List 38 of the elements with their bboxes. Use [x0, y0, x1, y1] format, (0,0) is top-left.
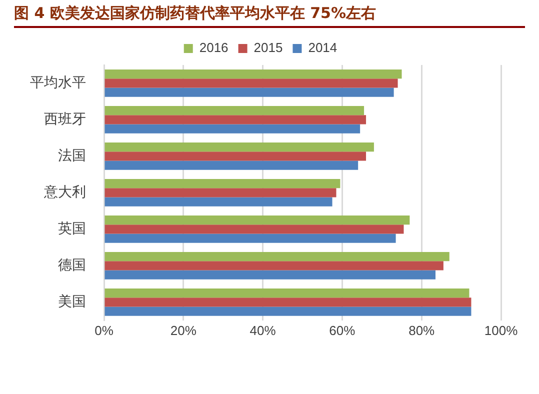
bar — [104, 197, 332, 206]
bar — [104, 78, 398, 88]
y-tick-label: 意大利 — [43, 184, 86, 200]
y-tick-label: 西班牙 — [44, 111, 86, 128]
bar — [104, 160, 358, 170]
bar — [104, 270, 436, 280]
x-tick-label: 100% — [484, 322, 518, 338]
legend-label: 2016 — [199, 40, 228, 56]
x-tick-label: 0% — [94, 322, 114, 338]
bar — [104, 115, 366, 124]
bar — [104, 224, 404, 234]
x-tick-label: 60% — [329, 322, 356, 338]
legend-label: 2015 — [254, 40, 283, 56]
bar — [104, 124, 360, 134]
bar — [104, 216, 410, 225]
bar — [104, 188, 336, 198]
bar — [104, 288, 470, 298]
bar — [104, 252, 450, 262]
y-tick-label: 美国 — [58, 294, 86, 310]
y-tick-label: 法国 — [58, 148, 86, 164]
chart-title: 图 4 欧美发达国家仿制药替代率平均水平在 75%左右 — [14, 4, 525, 28]
bar — [104, 88, 394, 97]
bar — [104, 234, 396, 243]
legend-label: 2014 — [308, 40, 338, 56]
y-tick-label: 德国 — [58, 257, 86, 274]
x-tick-label: 40% — [250, 322, 276, 338]
bar — [104, 70, 402, 79]
bar — [104, 298, 472, 307]
bar — [104, 306, 472, 316]
bar — [104, 261, 444, 270]
y-tick-label: 平均水平 — [30, 74, 86, 91]
x-tick-label: 80% — [408, 322, 436, 338]
bar — [104, 142, 374, 152]
y-tick-label: 英国 — [58, 220, 86, 237]
bar — [104, 152, 366, 161]
x-tick-label: 20% — [170, 322, 197, 338]
bar — [104, 179, 340, 188]
bar — [104, 106, 364, 116]
